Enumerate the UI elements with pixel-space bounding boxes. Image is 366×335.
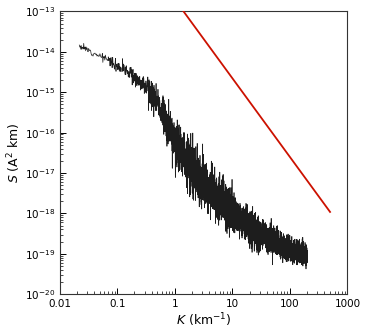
Y-axis label: $S$ (A$^2$ km): $S$ (A$^2$ km) bbox=[5, 123, 23, 183]
X-axis label: $K$ (km$^{-1}$): $K$ (km$^{-1}$) bbox=[176, 312, 231, 329]
